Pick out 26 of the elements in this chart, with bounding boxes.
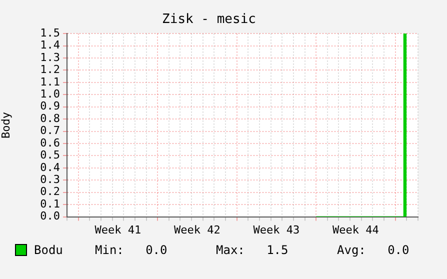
y-tick-label: 0.1 — [40, 197, 60, 210]
y-tick-label: 0.2 — [40, 185, 60, 198]
x-tick-label: Week 41 — [94, 223, 142, 236]
y-tick-label: 1.5 — [40, 26, 60, 40]
x-tick-label: Week 44 — [332, 223, 380, 236]
y-tick-label: 0.8 — [40, 112, 60, 125]
text: Max: 1.5 — [216, 243, 288, 257]
legend-label: Bodu — [34, 243, 63, 257]
x-tick-label: Week 43 — [253, 223, 300, 236]
y-tick-label: 0.5 — [40, 148, 60, 162]
y-tick-label: 0.3 — [40, 173, 60, 186]
y-tick-label: 1.0 — [40, 88, 60, 101]
text: Avg: 0.0 — [337, 243, 410, 257]
y-tick-label: 0.9 — [40, 100, 60, 113]
y-tick-label: 0.4 — [40, 160, 60, 174]
y-axis-title: Body — [0, 112, 12, 138]
y-tick-label: 0.7 — [40, 124, 60, 138]
y-tick-label: 1.1 — [40, 75, 60, 88]
y-tick-label: 1.4 — [40, 38, 60, 52]
x-tick-label: Week 42 — [174, 223, 220, 236]
chart-title: Zisk - mesic — [162, 12, 256, 28]
y-tick-label: 1.2 — [40, 63, 60, 76]
text: Min: 0.0 — [95, 243, 168, 257]
y-tick-label: 1.3 — [40, 50, 60, 64]
y-tick-label: 0.0 — [40, 210, 60, 223]
y-tick-label: 0.6 — [40, 136, 60, 150]
